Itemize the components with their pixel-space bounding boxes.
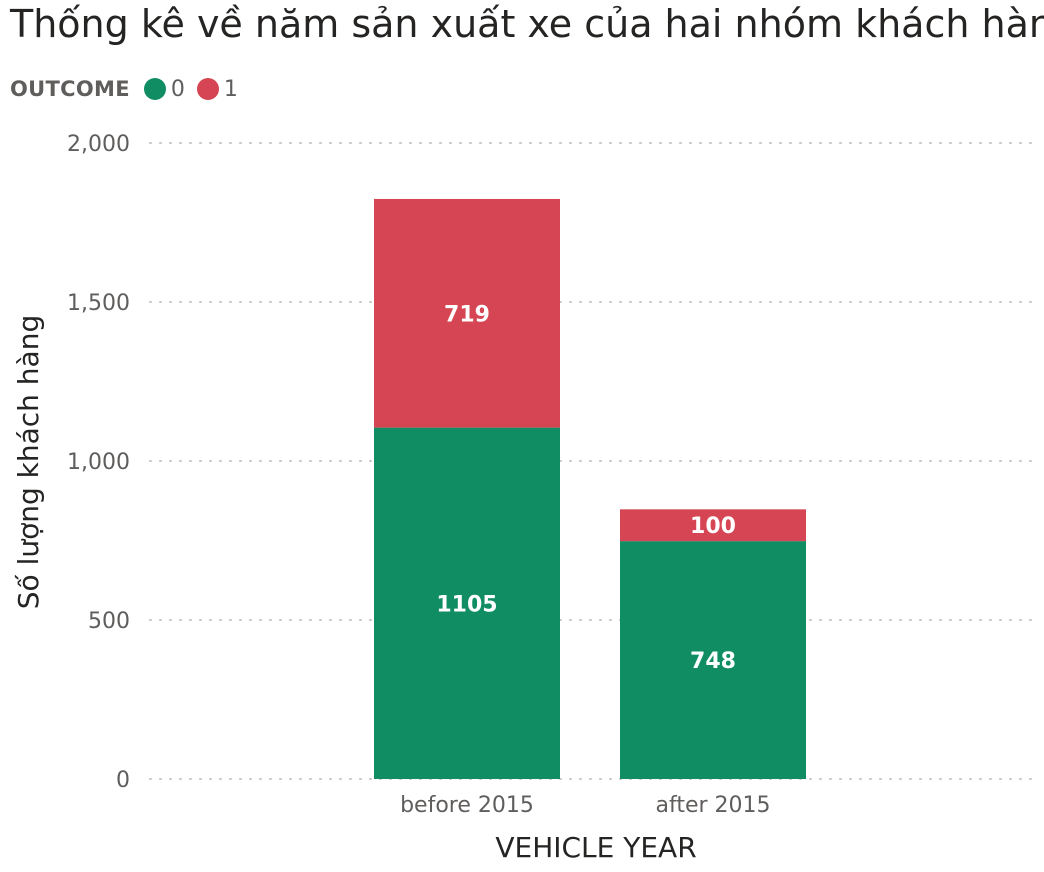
legend-item-0[interactable]: 0 [143, 76, 185, 102]
gridlines [149, 142, 1037, 780]
x-axis-ticks: before 2015 after 2015 [400, 793, 770, 818]
legend-item-1[interactable]: 1 [196, 76, 238, 102]
y-axis-title: Số lượng khách hàng [12, 315, 45, 609]
y-tick-label: 1,500 [67, 291, 130, 316]
chart-title: Thống kê về năm sản xuất xe của hai nhóm… [10, 2, 1044, 46]
y-tick-label: 2,000 [67, 132, 130, 157]
bar-data-label: 100 [690, 514, 736, 539]
y-tick-label: 500 [88, 609, 130, 634]
bar-segment-before-2015-series-1[interactable] [374, 198, 560, 428]
bar-segment-after-2015-series-0[interactable] [620, 541, 806, 779]
legend: OUTCOME 0 1 [10, 74, 250, 104]
bar-segment-before-2015-series-0[interactable] [374, 427, 560, 779]
legend-label-1: 1 [223, 76, 238, 102]
legend-dot-icon [196, 78, 219, 100]
legend-dot-icon [143, 78, 166, 100]
x-tick-label: after 2015 [655, 793, 770, 818]
x-tick-label: before 2015 [400, 793, 534, 818]
bar-data-label: 719 [444, 302, 490, 327]
y-tick-label: 0 [116, 768, 130, 793]
y-tick-label: 1,000 [67, 450, 130, 475]
y-axis-ticks: 0 500 1,000 1,500 2,000 [67, 132, 130, 793]
bar-data-label: 1105 [436, 592, 497, 617]
bar-segment-after-2015-series-1[interactable] [620, 509, 806, 542]
legend-label-0: 0 [170, 76, 185, 102]
bars: 1105 719 748 100 [374, 198, 806, 779]
x-axis-title: VEHICLE YEAR [495, 831, 696, 864]
legend-title: OUTCOME [10, 77, 130, 101]
bar-data-label: 748 [690, 649, 736, 674]
